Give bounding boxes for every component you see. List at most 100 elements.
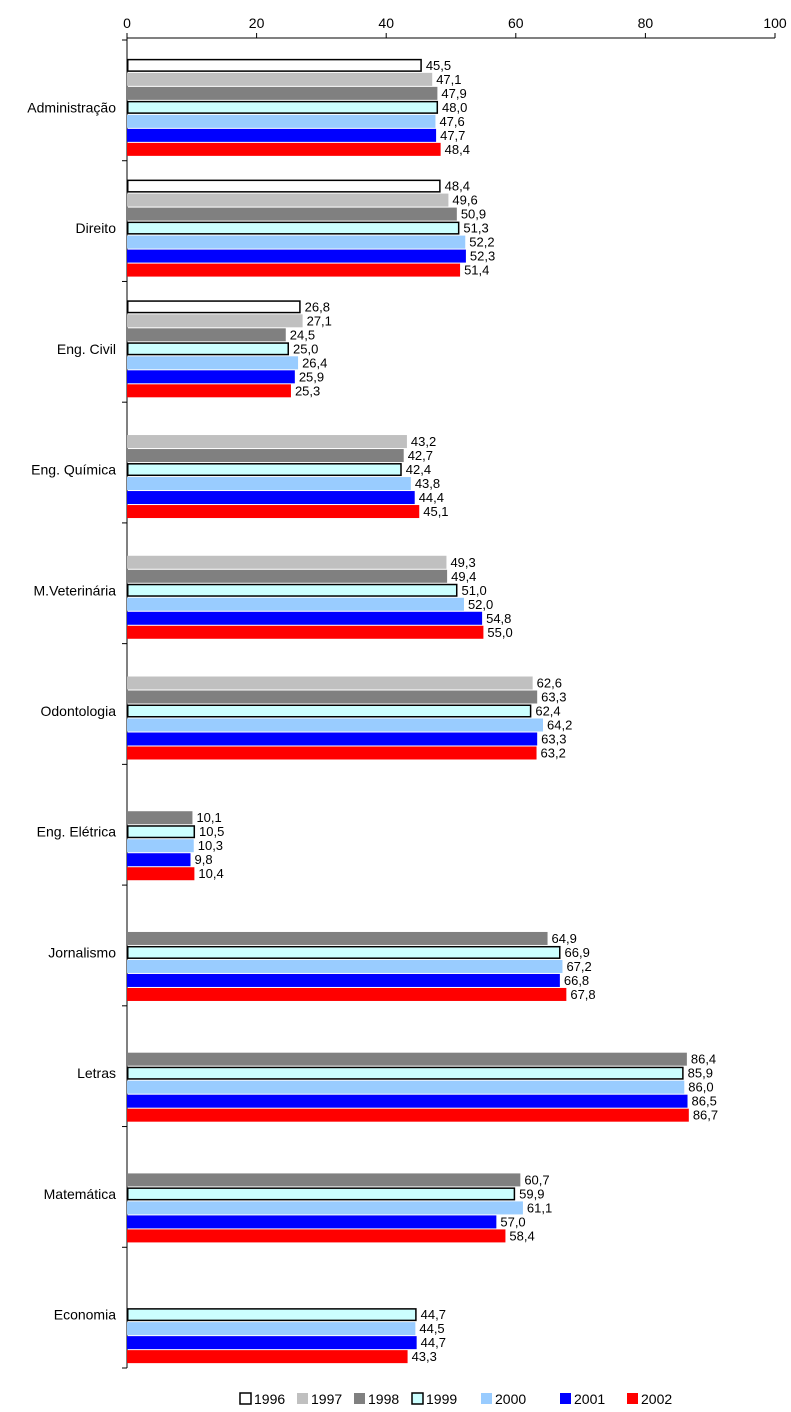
bar-1999-eng-eletrica <box>127 825 196 839</box>
bar-1997-eng-civil <box>127 314 303 328</box>
legend-label-2002: 2002 <box>641 1391 672 1407</box>
data-label-2000-direito: 52,2 <box>469 235 494 250</box>
bar-2000-eng-quimica <box>127 477 411 491</box>
bar-1999-odontologia <box>127 704 532 718</box>
bar-2000-administracao <box>127 114 436 128</box>
legend-label-2000: 2000 <box>495 1391 526 1407</box>
data-label-1997-direito: 49,6 <box>452 193 477 208</box>
legend-swatch-1998 <box>354 1393 365 1404</box>
data-label-2002-direito: 51,4 <box>464 263 489 278</box>
bar-1996-direito <box>127 179 441 193</box>
bar-2001-economia <box>127 1336 417 1350</box>
bar-2002-jornalismo <box>127 987 567 1001</box>
category-label-m-veterinaria: M.Veterinária <box>34 582 117 598</box>
bar-2001-jornalismo <box>127 973 560 987</box>
x-tick-label: 60 <box>508 15 524 31</box>
bar-1998-direito <box>127 207 457 221</box>
data-label-1996-eng-civil: 26,8 <box>305 299 330 314</box>
data-label-2001-eng-civil: 25,9 <box>299 369 324 384</box>
bar-1998-eng-quimica <box>127 449 404 463</box>
data-label-1999-odontologia: 62,4 <box>535 704 560 719</box>
data-label-1999-matematica: 59,9 <box>519 1186 544 1201</box>
bar-1999-administracao <box>127 100 439 114</box>
data-label-1999-economia: 44,7 <box>421 1307 446 1322</box>
bar-2000-jornalismo <box>127 959 563 973</box>
chart-legend: 1996 1997 1998 1999 2000 2001 2002 <box>239 1391 672 1407</box>
bar-1997-administracao <box>127 72 433 86</box>
data-label-1997-administracao: 47,1 <box>436 72 461 87</box>
data-label-2000-jornalismo: 67,2 <box>566 959 591 974</box>
chart-data-labels: 45,547,147,948,047,647,748,448,449,650,9… <box>195 58 719 1364</box>
category-label-eng-quimica: Eng. Química <box>31 462 116 478</box>
bar-2001-odontologia <box>127 732 538 746</box>
bar-1998-administracao <box>127 86 438 100</box>
data-label-1998-matematica: 60,7 <box>524 1172 549 1187</box>
bar-2002-letras <box>127 1108 689 1122</box>
data-label-2001-jornalismo: 66,8 <box>564 973 589 988</box>
data-label-2002-letras: 86,7 <box>693 1108 718 1123</box>
bar-1999-direito <box>127 221 460 235</box>
data-label-2000-eng-quimica: 43,8 <box>415 476 440 491</box>
legend-label-1996: 1996 <box>254 1391 285 1407</box>
data-label-1997-m-veterinaria: 49,3 <box>450 555 475 570</box>
category-label-administracao: Administração <box>27 99 116 115</box>
data-label-2001-eng-eletrica: 9,8 <box>195 852 213 867</box>
data-label-1997-eng-quimica: 43,2 <box>411 434 436 449</box>
bar-1998-matematica <box>127 1173 521 1187</box>
bar-2000-eng-civil <box>127 356 299 370</box>
chart-axes: 0 20 40 60 80 100 Administração Direito Eng. Civ… <box>27 15 787 1369</box>
x-tick-label: 0 <box>123 15 131 31</box>
data-label-2000-eng-civil: 26,4 <box>302 355 327 370</box>
data-label-1999-eng-quimica: 42,4 <box>406 462 431 477</box>
legend-swatch-2001 <box>560 1393 571 1404</box>
data-label-1996-administracao: 45,5 <box>426 58 451 73</box>
x-tick-label: 40 <box>378 15 394 31</box>
x-tick-label: 100 <box>763 15 787 31</box>
data-label-2000-m-veterinaria: 52,0 <box>468 597 493 612</box>
category-label-matematica: Matemática <box>44 1186 117 1202</box>
bar-2001-direito <box>127 249 466 263</box>
data-label-2000-matematica: 61,1 <box>527 1200 552 1215</box>
data-label-2002-eng-eletrica: 10,4 <box>198 866 223 881</box>
bar-1999-letras <box>127 1066 684 1080</box>
bar-1999-m-veterinaria <box>127 583 458 597</box>
data-label-1998-jornalismo: 64,9 <box>552 931 577 946</box>
bar-2000-matematica <box>127 1201 523 1215</box>
legend-swatch-1997 <box>297 1393 308 1404</box>
data-label-2002-odontologia: 63,2 <box>541 746 566 761</box>
bar-1998-eng-eletrica <box>127 811 193 825</box>
bar-1999-economia <box>127 1308 417 1322</box>
bar-1996-administracao <box>127 58 422 72</box>
data-label-2000-administracao: 47,6 <box>439 114 464 129</box>
bar-1998-m-veterinaria <box>127 569 448 583</box>
bar-2000-economia <box>127 1322 416 1336</box>
bar-1997-eng-quimica <box>127 435 407 449</box>
bar-2001-eng-eletrica <box>127 853 191 867</box>
bar-1997-direito <box>127 193 449 207</box>
category-label-letras: Letras <box>77 1065 116 1081</box>
legend-swatch-1996 <box>239 1392 252 1405</box>
bar-2002-odontologia <box>127 746 537 760</box>
bar-1998-jornalismo <box>127 931 548 945</box>
data-label-2000-economia: 44,5 <box>419 1321 444 1336</box>
data-label-1997-eng-civil: 27,1 <box>307 313 332 328</box>
bar-2002-eng-quimica <box>127 505 420 519</box>
data-label-1998-m-veterinaria: 49,4 <box>451 569 476 584</box>
bar-1999-eng-quimica <box>127 463 402 477</box>
bar-2002-direito <box>127 263 461 277</box>
legend-label-1999: 1999 <box>426 1391 457 1407</box>
bar-2002-eng-eletrica <box>127 867 195 881</box>
bar-2001-m-veterinaria <box>127 611 483 625</box>
bar-1998-odontologia <box>127 690 538 704</box>
data-label-2001-odontologia: 63,3 <box>541 732 566 747</box>
category-label-economia: Economia <box>54 1307 116 1323</box>
data-label-1996-direito: 48,4 <box>445 179 470 194</box>
data-label-2001-economia: 44,7 <box>421 1335 446 1350</box>
data-label-1998-eng-quimica: 42,7 <box>408 448 433 463</box>
data-label-2002-eng-quimica: 45,1 <box>423 504 448 519</box>
bar-2000-direito <box>127 235 466 249</box>
data-label-2001-eng-quimica: 44,4 <box>419 490 444 505</box>
bar-2002-m-veterinaria <box>127 625 484 639</box>
data-label-1997-odontologia: 62,6 <box>537 676 562 691</box>
